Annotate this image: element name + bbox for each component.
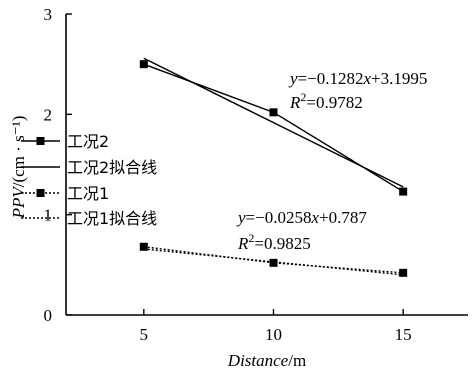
y-tick-label: 1 (44, 206, 53, 225)
data-point (399, 188, 407, 196)
x-tick-label: 15 (395, 325, 412, 344)
x-tick-label: 5 (140, 325, 149, 344)
data-point (399, 269, 407, 277)
x-tick-label: 10 (265, 325, 282, 344)
legend-item: 工况1拟合线 (21, 209, 157, 228)
legend-item: 工况1 (21, 184, 109, 203)
y-tick-label: 0 (44, 306, 53, 325)
fit-equation: y=−0.0258x+0.787 (236, 208, 367, 227)
fit-equation: y=−0.1282x+3.1995 (288, 69, 427, 88)
r-squared: R2=0.9825 (237, 231, 311, 253)
legend-label: 工况2拟合线 (67, 158, 157, 177)
r-squared: R2=0.9782 (289, 90, 363, 112)
legend-marker (37, 189, 45, 197)
annotations: y=−0.1282x+3.1995 R2=0.9782 y=−0.0258x+0.7… (236, 69, 427, 253)
legend-label: 工况1拟合线 (67, 209, 157, 228)
legend-marker (37, 137, 45, 145)
fit-annotation: y=−0.0258x+0.787 R2=0.9825 (236, 208, 367, 253)
y-tick-label: 3 (44, 5, 53, 24)
x-axis-title: Distance/m (227, 351, 306, 370)
legend-item: 工况2 (21, 132, 109, 151)
y-axis-title: PPV/(cm · s⁻¹) (9, 116, 28, 220)
fit-annotation: y=−0.1282x+3.1995 R2=0.9782 (288, 69, 427, 112)
legend-label: 工况1 (67, 184, 109, 203)
y-tick-label: 2 (44, 105, 53, 124)
legend-item: 工况2拟合线 (21, 158, 157, 177)
data-point (269, 108, 277, 116)
data-point (140, 60, 148, 68)
legend-label: 工况2 (67, 132, 109, 151)
